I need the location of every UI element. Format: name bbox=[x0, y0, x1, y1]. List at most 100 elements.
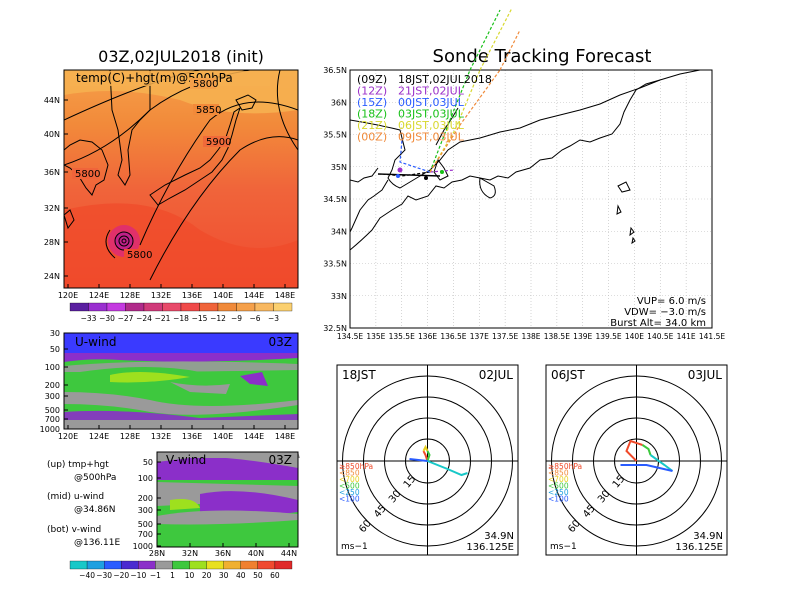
vwind-plot bbox=[157, 452, 300, 547]
temp-colorbar-label: −9 bbox=[231, 314, 242, 323]
param-vup: VUP= 6.0 m/s bbox=[637, 296, 706, 307]
uwind-lon-label: 128E bbox=[120, 432, 140, 441]
temp-colorbar-swatch bbox=[69, 302, 89, 312]
temp-colorbar-label: −3 bbox=[268, 314, 279, 323]
wind-colorbar-label: −20 bbox=[113, 571, 129, 580]
wind-colorbar-swatch bbox=[274, 560, 293, 570]
tracking-frame bbox=[349, 69, 713, 329]
uwind-pressure-label: 100 bbox=[45, 363, 60, 372]
uwind-lon-label: 140E bbox=[213, 432, 233, 441]
hodograph-lon: 136.125E bbox=[466, 542, 514, 553]
temp-colorbar: −33 −30 −27 −24 −21 −18 −15 −12 −9 −6 −3 bbox=[69, 302, 293, 323]
map-lat-label: 36N bbox=[44, 168, 60, 177]
temp-colorbar-label: −18 bbox=[173, 314, 189, 323]
tracking-lon-axis: 134.5E 135E 135.5E 136E 136.5E 137E 137.5E 138E… bbox=[337, 332, 725, 341]
vwind-lat-label: 32N bbox=[182, 549, 198, 558]
uwind-pressure-label: 1000 bbox=[40, 425, 60, 434]
hodograph-pressure-legend: ≥850hPa bbox=[548, 462, 582, 471]
temp-colorbar-label: −30 bbox=[99, 314, 115, 323]
wind-colorbar-label: 10 bbox=[185, 571, 195, 580]
wind-colorbar-swatch bbox=[86, 560, 105, 570]
uwind-lon-label: 144E bbox=[244, 432, 264, 441]
hodograph-trace bbox=[427, 460, 468, 477]
tracking-lon-label: 135E bbox=[366, 332, 385, 341]
uwind-pressure-label: 50 bbox=[50, 345, 60, 354]
contour-label-2: 5850 bbox=[196, 105, 221, 116]
hodograph-pressure-legend: ≥850hPa bbox=[339, 462, 373, 471]
note-mid-1: (mid) u-wind bbox=[47, 492, 104, 502]
map-lon-label: 148E bbox=[275, 291, 295, 300]
hodograph-trace bbox=[409, 458, 428, 462]
temp-colorbar-swatch bbox=[125, 302, 145, 312]
uwind-pressure-label: 700 bbox=[45, 415, 60, 424]
note-up-2: @500hPa bbox=[74, 473, 116, 483]
hodograph-time: 06JST bbox=[551, 368, 585, 382]
map-lat-label: 32N bbox=[44, 204, 60, 213]
vwind-pressure-label: 700 bbox=[138, 530, 153, 539]
launch-time: 09JST,03JUL bbox=[398, 131, 465, 144]
launch-time: 06JST,03JUL bbox=[398, 119, 465, 132]
vwind-lat-label: 40N bbox=[248, 549, 264, 558]
vwind-pressure-label: 50 bbox=[143, 458, 153, 467]
wind-colorbar: −40 −30 −20 −10 −1 1 10 20 30 40 50 60 bbox=[69, 560, 293, 580]
tracking-lon-label: 139.5E bbox=[595, 332, 621, 341]
map-lat-label: 44N bbox=[44, 96, 60, 105]
hodograph-pressure-legend: <500 bbox=[339, 482, 360, 491]
hodograph-units: ms−1 bbox=[341, 542, 368, 552]
tracking-lat-label: 33.5N bbox=[323, 260, 347, 269]
tracking-title: Sonde Tracking Forecast bbox=[433, 46, 652, 67]
tracking-lon-label: 136.5E bbox=[440, 332, 466, 341]
uwind-lon-label: 132E bbox=[151, 432, 171, 441]
temp-colorbar-swatch bbox=[162, 302, 182, 312]
wind-colorbar-label: −10 bbox=[130, 571, 146, 580]
map-contour-labels: 5800 5850 5900 5800 5800 bbox=[72, 78, 231, 261]
hodograph-pressure-legend: <850 bbox=[548, 469, 569, 478]
temp-colorbar-label: −27 bbox=[118, 314, 134, 323]
tracking-lon-label: 140E bbox=[625, 332, 644, 341]
uwind-pressure-label: 500 bbox=[45, 406, 60, 415]
wind-colorbar-label: 30 bbox=[219, 571, 229, 580]
temp-colorbar-label: −6 bbox=[249, 314, 260, 323]
launch-code: (00Z) bbox=[357, 131, 387, 144]
wind-colorbar-swatch bbox=[69, 560, 88, 570]
wind-colorbar-label: 40 bbox=[236, 571, 246, 580]
tracking-lon-label: 138.5E bbox=[544, 332, 570, 341]
map-lat-label: 40N bbox=[44, 130, 60, 139]
note-bot-1: (bot) v-wind bbox=[47, 525, 101, 535]
wind-colorbar-label: 60 bbox=[270, 571, 280, 580]
map-lon-axis: 120E 124E 128E 132E 136E 140E 144E 148E bbox=[58, 284, 295, 300]
hodograph-lat: 34.9N bbox=[484, 531, 514, 542]
wind-colorbar-label: 20 bbox=[202, 571, 212, 580]
tracking-lon-label: 141E bbox=[677, 332, 696, 341]
param-burst: Burst Alt= 34.0 km bbox=[610, 318, 706, 329]
map-lon-label: 120E bbox=[58, 291, 78, 300]
hodograph-date: 02JUL bbox=[479, 368, 514, 382]
temp-colorbar-swatch bbox=[106, 302, 126, 312]
tracking-lon-label: 139E bbox=[573, 332, 592, 341]
map-lon-label: 140E bbox=[213, 291, 233, 300]
vwind-label: V-wind bbox=[166, 453, 206, 467]
temp-colorbar-label: −24 bbox=[136, 314, 152, 323]
wind-colorbar-swatch bbox=[138, 560, 156, 570]
contour-label-1: 5800 bbox=[193, 79, 218, 90]
hodograph-pressure-legend: <700 bbox=[339, 475, 360, 484]
wind-colorbar-swatch bbox=[223, 560, 241, 570]
launch-code: (15Z) bbox=[357, 96, 387, 109]
hodograph-pressure-legend: <850 bbox=[339, 469, 360, 478]
temp-colorbar-swatch bbox=[199, 302, 219, 312]
launch-time: 00JST,03JUL bbox=[398, 96, 465, 109]
wind-colorbar-label: 1 bbox=[170, 571, 175, 580]
vwind-lat-axis: 28N 32N 36N 40N 44N bbox=[149, 543, 297, 558]
map-lon-label: 132E bbox=[151, 291, 171, 300]
wind-colorbar-swatch bbox=[172, 560, 190, 570]
hodograph-date: 03JUL bbox=[688, 368, 723, 382]
tracking-params: VUP= 6.0 m/s VDW= −3.0 m/s Burst Alt= 34… bbox=[610, 296, 706, 329]
uwind-label: U-wind bbox=[75, 335, 116, 349]
wind-colorbar-label: −1 bbox=[150, 571, 161, 580]
temp-colorbar-label: −33 bbox=[81, 314, 97, 323]
uwind-lon-label: 136E bbox=[182, 432, 202, 441]
note-bot-2: @136.11E bbox=[74, 538, 120, 548]
uwind-frame bbox=[63, 332, 299, 430]
